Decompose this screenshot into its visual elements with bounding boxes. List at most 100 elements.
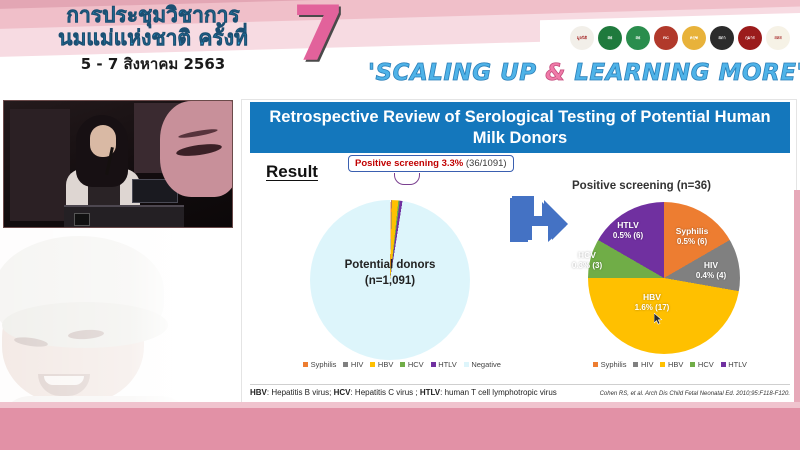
legend-swatch-negative: [463, 362, 469, 367]
legend-swatch-hcv: [400, 362, 406, 367]
legend-label-syphilis: Syphilis: [600, 360, 627, 369]
segment-name-hbv: HBV: [643, 292, 661, 302]
thaihealth-sss-logo-text: สสส: [774, 35, 782, 40]
thai-breastfeeding-foundation-logo-text: มูลนิธิ: [576, 35, 588, 40]
legend-item-htlv: HTLV: [430, 360, 457, 369]
ministry-public-health-logo-2: สธ: [626, 26, 650, 50]
legend-positive-screening: Syphilis HIV HBV HCV HTLV: [558, 360, 782, 369]
legend-item-hiv: HIV: [633, 360, 653, 369]
segment-name-htlv: HTLV: [617, 220, 639, 230]
segment-name-hiv: HIV: [703, 260, 719, 270]
segment-name-hcv: HCV: [578, 250, 596, 260]
positive-screening-pie-circle: [588, 202, 740, 354]
nursing-council-logo-text: สภา: [718, 35, 726, 40]
result-heading: Result: [266, 162, 318, 181]
conference-edition-number: 7: [292, 0, 345, 78]
callout-leader-line: [394, 173, 420, 185]
legend-swatch-hiv: [343, 362, 349, 367]
legend-label-hbv: HBV: [377, 360, 394, 369]
presentation-slide: Retrospective Review of Serological Test…: [241, 99, 797, 404]
legend-item-negative: Negative: [463, 360, 501, 369]
pediatric-society-logo-text: กุมาร: [745, 35, 755, 40]
pie-segment-label-syphilis: Syphilis 0.5% (6): [666, 226, 718, 247]
potential-donors-pie-circle: [310, 200, 470, 360]
thai-title-line-1: การประชุมวิชาการ: [66, 3, 240, 27]
pie-segment-label-htlv: HTLV 0.5% (6): [602, 220, 654, 241]
legend-swatch-hiv: [633, 362, 639, 367]
legend-item-hcv: HCV: [400, 360, 424, 369]
ministry-public-health-logo-1-text: สธ: [607, 35, 613, 40]
stage-panel-left: [10, 109, 70, 221]
pie-segment-label-hiv: HIV 0.4% (4): [688, 260, 734, 281]
legend-swatch-hcv: [690, 362, 696, 367]
tagline-part-1: 'SCALING UP: [368, 60, 546, 87]
callout-strong-text: Positive screening 3.3%: [355, 158, 464, 169]
legend-swatch-hbv: [370, 362, 376, 367]
segment-value-hcv: 0.3% (3): [571, 260, 603, 270]
sponsor-logo-row: มูลนิธิ สธ สธ RC ครุฑ สภา กุมาร สสส: [570, 26, 790, 50]
bottom-band-light: [0, 402, 800, 408]
source-citation: Cohen RS, et al. Arch Dis Child Fetal Ne…: [599, 391, 790, 397]
conference-tagline: 'SCALING UP & LEARNING MORE': [368, 60, 800, 87]
pie-segment-label-hbv: HBV 1.6% (17): [612, 292, 692, 313]
legend-label-negative: Negative: [471, 360, 501, 369]
segment-value-htlv: 0.5% (6): [612, 230, 644, 240]
legend-item-hbv: HBV: [370, 360, 393, 369]
legend-swatch-hbv: [660, 362, 666, 367]
thai-breastfeeding-foundation-logo: มูลนิธิ: [570, 26, 594, 50]
segment-value-hiv: 0.4% (4): [695, 270, 727, 280]
legend-swatch-syphilis: [303, 362, 309, 367]
tagline-part-2: LEARNING MORE': [565, 60, 800, 87]
slide-footnote: HBV: Hepatitis B virus; HCV: Hepatitis C…: [250, 384, 790, 397]
royal-crest-logo-text: ครุฑ: [689, 35, 699, 40]
positive-screening-chart-title: Positive screening (n=36): [572, 180, 712, 192]
ministry-public-health-logo-1: สธ: [598, 26, 622, 50]
bottom-pink-band: [0, 408, 800, 450]
abbreviation-footnote: HBV: Hepatitis B virus; HCV: Hepatitis C…: [250, 388, 557, 397]
podium-badge: [74, 213, 90, 226]
legend-label-htlv: HTLV: [438, 360, 457, 369]
callout-fraction-text: (36/1091): [465, 158, 507, 169]
pediatric-society-logo: กุมาร: [738, 26, 762, 50]
legend-label-htlv: HTLV: [728, 360, 747, 369]
legend-item-hiv: HIV: [343, 360, 363, 369]
thai-title-line-2: นมแม่แห่งชาติ ครั้งที่: [58, 26, 248, 51]
legend-item-syphilis: Syphilis: [303, 360, 336, 369]
conference-title-thai: การประชุมวิชาการ นมแม่แห่งชาติ ครั้งที่ …: [18, 4, 288, 76]
nursing-council-logo: สภา: [710, 26, 734, 50]
positive-screening-callout: Positive screening 3.3% (36/1091): [348, 155, 514, 172]
legend-potential-donors: Syphilis HIV HBV HCV HTLV Negative: [272, 360, 532, 369]
legend-label-hcv: HCV: [697, 360, 714, 369]
royal-crest-logo: ครุฑ: [682, 26, 706, 50]
presenter-webcam-feed[interactable]: [3, 100, 233, 228]
pie-center-line-1: Potential donors: [344, 259, 436, 271]
slide-title: Retrospective Review of Serological Test…: [250, 102, 790, 153]
potential-donors-pie-chart: Potential donors (n=1,091): [282, 192, 518, 368]
segment-value-hbv: 1.6% (17): [634, 302, 670, 312]
tagline-ampersand: &: [545, 60, 566, 87]
legend-item-htlv: HTLV: [720, 360, 747, 369]
legend-label-hiv: HIV: [640, 360, 654, 369]
legend-swatch-syphilis: [593, 362, 599, 367]
potential-donors-pie-center-label: Potential donors (n=1,091): [310, 258, 470, 289]
pie-center-line-2: (n=1,091): [364, 274, 416, 287]
legend-label-syphilis: Syphilis: [310, 360, 337, 369]
pie-segment-label-hcv: HCV 0.3% (3): [566, 250, 608, 271]
thaihealth-sss-logo: สสส: [766, 26, 790, 50]
right-pink-edge: [794, 190, 800, 450]
segment-name-syphilis: Syphilis: [675, 226, 709, 236]
ministry-public-health-logo-2-text: สธ: [635, 35, 641, 40]
segment-value-syphilis: 0.5% (6): [676, 236, 708, 246]
legend-item-hbv: HBV: [660, 360, 683, 369]
positive-screening-pie-chart: Syphilis 0.5% (6) HIV 0.4% (4) HBV 1.6% …: [560, 200, 772, 358]
legend-label-hcv: HCV: [407, 360, 424, 369]
legend-label-hiv: HIV: [350, 360, 364, 369]
legend-swatch-htlv: [720, 362, 726, 367]
baby-photo-fade: [0, 228, 238, 434]
legend-item-syphilis: Syphilis: [593, 360, 626, 369]
legend-label-hbv: HBV: [667, 360, 684, 369]
flow-arrow-icon: [508, 192, 572, 248]
royal-college-logo: RC: [654, 26, 678, 50]
conference-header-banner: การประชุมวิชาการ นมแม่แห่งชาติ ครั้งที่ …: [0, 0, 800, 95]
royal-college-logo-text: RC: [663, 35, 669, 40]
